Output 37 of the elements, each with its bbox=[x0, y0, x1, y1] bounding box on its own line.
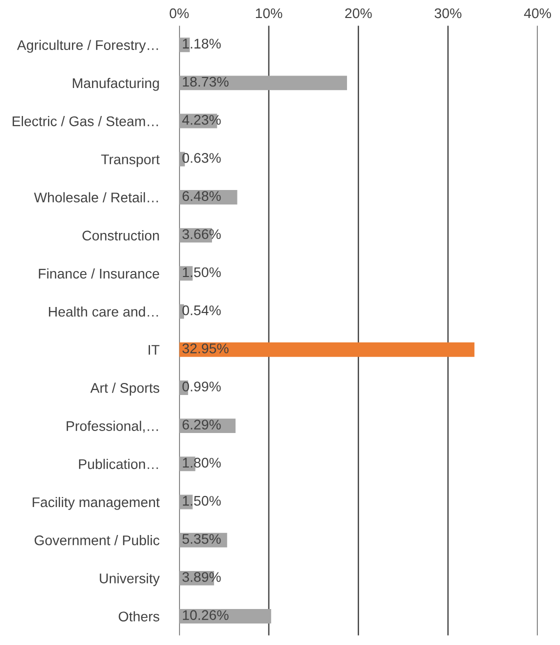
data-label: 1.80% bbox=[182, 458, 221, 468]
bar bbox=[179, 76, 348, 90]
data-label: 1.50% bbox=[182, 267, 221, 278]
y-tick-label: Others bbox=[118, 611, 160, 622]
y-tick-label: Art / Sports bbox=[90, 382, 160, 396]
y-tick-label: Construction bbox=[82, 230, 159, 240]
y-tick-label: Manufacturing bbox=[72, 78, 159, 91]
y-tick-label: Facility management bbox=[32, 496, 160, 510]
y-tick-label: Transport bbox=[101, 154, 160, 168]
y-tick-label: Electric / Gas / Steam… bbox=[12, 116, 158, 126]
y-tick-label: Agriculture / Forestry… bbox=[17, 40, 158, 53]
y-tick-label: IT bbox=[148, 345, 160, 355]
data-label: 0.99% bbox=[182, 382, 221, 392]
x-tick-label: 20% bbox=[345, 8, 372, 18]
data-label: 0.63% bbox=[182, 153, 221, 163]
x-tick-label: 40% bbox=[524, 8, 552, 18]
y-tick-label: Publication… bbox=[79, 458, 158, 470]
bar bbox=[179, 342, 474, 357]
y-tick-label: Professional,… bbox=[66, 420, 158, 433]
data-label: 10.26% bbox=[182, 610, 228, 620]
data-label: 6.48% bbox=[182, 191, 221, 201]
data-label: 1.18% bbox=[182, 38, 221, 49]
data-label: 1.50% bbox=[182, 496, 221, 506]
x-tick-label: 10% bbox=[256, 8, 282, 18]
y-tick-label: University bbox=[100, 573, 160, 586]
data-label: 32.95% bbox=[182, 344, 228, 354]
data-label: 6.29% bbox=[182, 420, 221, 430]
y-tick-label: Health care and… bbox=[48, 306, 158, 317]
x-tick-label: 30% bbox=[434, 8, 462, 18]
bar bbox=[179, 609, 272, 624]
y-tick-label: Government / Public bbox=[34, 535, 160, 546]
data-label: 5.35% bbox=[182, 534, 221, 544]
y-tick-label: Wholesale / Retail… bbox=[34, 192, 158, 202]
y-tick-label: Finance / Insurance bbox=[38, 268, 160, 279]
data-label: 0.54% bbox=[182, 305, 221, 316]
data-label: 18.73% bbox=[182, 76, 228, 87]
x-tick-label: 0% bbox=[170, 8, 189, 18]
